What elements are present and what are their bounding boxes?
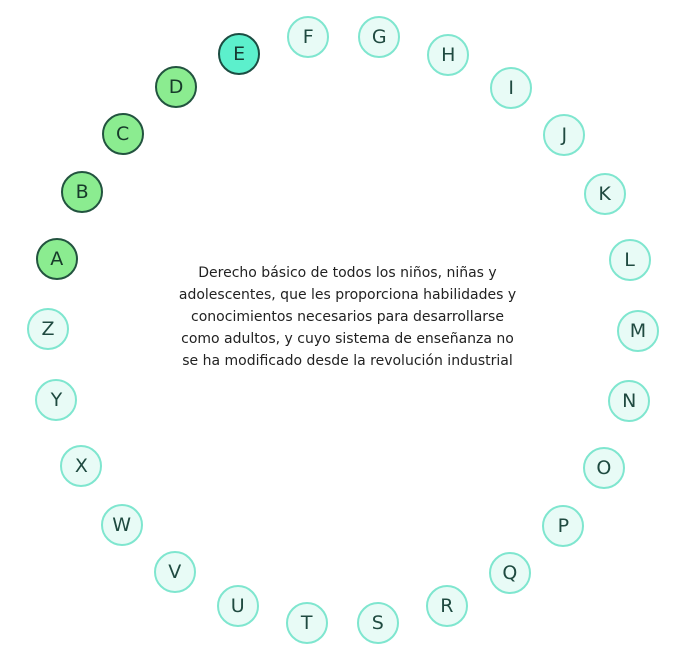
letter-m[interactable]: M: [617, 309, 659, 352]
letter-i[interactable]: I: [490, 66, 533, 109]
letter-w[interactable]: W: [100, 504, 143, 546]
letter-u[interactable]: U: [216, 584, 259, 627]
letter-o[interactable]: O: [582, 446, 625, 489]
letter-s[interactable]: S: [356, 601, 399, 644]
letter-b[interactable]: B: [61, 171, 104, 214]
letter-v[interactable]: V: [153, 551, 196, 594]
letter-d[interactable]: D: [155, 65, 198, 108]
letter-r[interactable]: R: [425, 585, 468, 628]
letter-t[interactable]: T: [285, 601, 328, 644]
letter-y[interactable]: Y: [35, 378, 78, 421]
definition-text: Derecho básico de todos los niños, niñas…: [178, 265, 517, 369]
letter-a[interactable]: A: [35, 237, 78, 280]
letter-l[interactable]: L: [608, 239, 651, 282]
letter-z[interactable]: Z: [27, 308, 69, 351]
letter-n[interactable]: N: [608, 380, 651, 423]
letter-x[interactable]: X: [60, 445, 103, 488]
letter-p[interactable]: P: [542, 505, 585, 548]
letter-k[interactable]: K: [583, 172, 626, 215]
letter-q[interactable]: Q: [488, 552, 531, 595]
letter-j[interactable]: J: [543, 114, 586, 156]
letter-c[interactable]: C: [101, 112, 144, 155]
letter-g[interactable]: G: [358, 16, 401, 59]
letter-e[interactable]: E: [218, 32, 261, 75]
letter-f[interactable]: F: [287, 16, 330, 59]
letter-h[interactable]: H: [427, 33, 470, 76]
